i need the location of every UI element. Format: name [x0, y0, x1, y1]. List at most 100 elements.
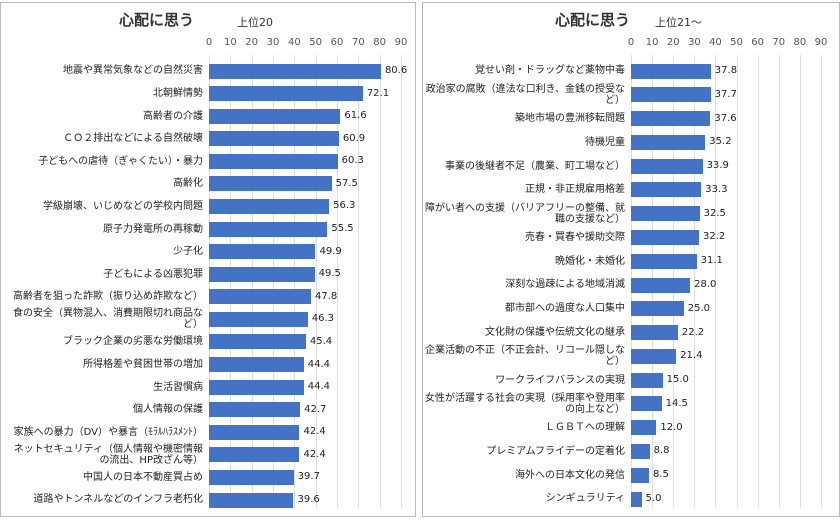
bar	[209, 266, 315, 282]
bar	[631, 301, 684, 317]
bar	[209, 63, 381, 79]
chart-title: 心配に思う	[119, 11, 195, 29]
grid-line	[736, 55, 738, 507]
category-label: 海外への日本文化の発信	[515, 469, 625, 481]
bar	[631, 206, 700, 222]
value-label: 37.8	[714, 65, 738, 76]
category-label: ＬＧＢＴへの理解	[545, 422, 625, 434]
value-label: 47.8	[314, 290, 338, 302]
bar	[631, 467, 649, 483]
category-label: 正規・非正規雇用格差	[525, 184, 625, 196]
category-label: 高齢者の介護	[143, 110, 203, 122]
bar	[631, 111, 711, 127]
x-tick-label: 90	[814, 37, 828, 48]
category-label: 高齢者を狙った詐欺（振り込め詐欺など）	[13, 291, 203, 303]
bar	[209, 131, 339, 147]
x-tick-label: 30	[687, 37, 701, 48]
value-label: 32.2	[702, 231, 726, 243]
value-label: 37.7	[714, 88, 737, 100]
value-label: 44.4	[307, 358, 330, 370]
category-label: 子どもによる凶悪犯罪	[103, 268, 203, 280]
x-tick-label: 50	[730, 37, 743, 48]
value-label: 39.6	[297, 494, 320, 505]
value-label: 55.5	[331, 223, 354, 235]
bar	[209, 244, 316, 260]
bar	[631, 253, 697, 269]
bar	[209, 176, 332, 192]
value-label: 60.3	[341, 155, 364, 167]
value-label: 28.0	[694, 279, 717, 290]
value-label: 57.5	[335, 177, 358, 189]
x-tick-label: 30	[266, 37, 280, 48]
bar	[209, 108, 341, 124]
value-label: 22.2	[681, 326, 705, 338]
category-label: 生活習慣病	[153, 381, 203, 393]
category-label: ブラック企業の劣悪な労働環境	[63, 336, 203, 348]
value-label: 49.5	[318, 268, 341, 280]
value-label: 44.4	[307, 381, 330, 393]
x-tick-label: 0	[205, 37, 213, 48]
x-tick-label: 60	[330, 37, 344, 48]
grid-line	[694, 55, 696, 507]
category-label: 学級崩壊、いじめなどの学校内問題	[43, 200, 203, 212]
category-label: 都市部への過度な人口集中	[505, 303, 625, 315]
category-label: 中国人の日本不動産買占め	[83, 471, 203, 483]
x-tick-label: 0	[627, 37, 635, 48]
value-label: 72.1	[366, 87, 390, 99]
bar	[631, 134, 706, 150]
value-label: 25.0	[687, 302, 711, 314]
bar	[209, 469, 294, 485]
grid-line	[715, 55, 717, 507]
x-tick-label: 80	[793, 37, 807, 48]
category-label: ネットセキュリティ（個人情報や機密情報の流出、HP改ざん等）	[13, 443, 203, 466]
value-label: 32.5	[703, 207, 726, 219]
x-tick-label: 40	[709, 37, 722, 48]
value-label: 21.4	[680, 350, 703, 362]
grid-line	[337, 55, 338, 508]
x-tick-label: 20	[666, 37, 680, 48]
x-tick-label: 40	[287, 37, 301, 48]
bar	[209, 402, 301, 418]
category-label: 晩婚化・未婚化	[555, 255, 625, 267]
category-label: 所得格差や貧困世帯の増加	[83, 359, 203, 371]
value-label: 80.6	[384, 65, 408, 76]
category-label: 原子力発電所の再稼動	[103, 223, 203, 235]
category-label: 食の安全（異物混入、消費期限切れ商品など）	[13, 308, 203, 331]
x-tick-label: 70	[351, 37, 365, 48]
value-label: 45.4	[309, 335, 333, 347]
category-label: 北朝鮮情勢	[153, 88, 203, 100]
bar	[631, 443, 650, 459]
grid-line	[778, 55, 780, 507]
bar	[209, 311, 308, 327]
grid-line	[315, 55, 317, 508]
category-label: 個人情報の保護	[133, 404, 203, 416]
bar	[631, 420, 657, 436]
category-label: 築地市場の豊洲移転問題	[515, 113, 625, 125]
value-label: 46.3	[311, 313, 335, 325]
x-tick-label: 90	[394, 37, 408, 48]
value-label: 42.7	[304, 403, 327, 415]
grid-line	[821, 55, 822, 507]
value-label: 49.9	[319, 245, 342, 257]
chart-subtitle: 上位20	[237, 16, 273, 29]
grid-line	[358, 55, 360, 508]
value-label: 33.9	[706, 160, 729, 172]
category-label: 待機児童	[585, 136, 625, 148]
x-tick-label: 60	[751, 37, 765, 48]
chart-panel: 心配に思う 上位20 0 10 20 30 40 50 60 70 80 90 地震や異常気象などの自然…	[0, 2, 416, 517]
category-label: 地震や異常気象などの自然災害	[63, 65, 203, 77]
value-label: 61.6	[344, 110, 367, 122]
category-label: 障がい者への支援（バリアフリーの整備、就職の支援など）	[425, 202, 625, 225]
value-label: 56.3	[333, 200, 356, 212]
category-label: 少子化	[173, 246, 203, 258]
chart-panel: 心配に思う 上位21～ 0 10 20 30 40 50 60 70 80 90 覚せい剤・ドラッグなど…	[422, 2, 840, 517]
category-label: ワークライフバランスの実現	[495, 374, 625, 386]
grid-line	[379, 55, 381, 508]
bar	[631, 277, 691, 293]
bar	[631, 229, 699, 245]
bar	[209, 198, 330, 214]
category-label: ＣＯ２排出などによる自然破壊	[63, 133, 203, 145]
value-label: 15.0	[666, 374, 689, 386]
bar	[209, 334, 306, 350]
